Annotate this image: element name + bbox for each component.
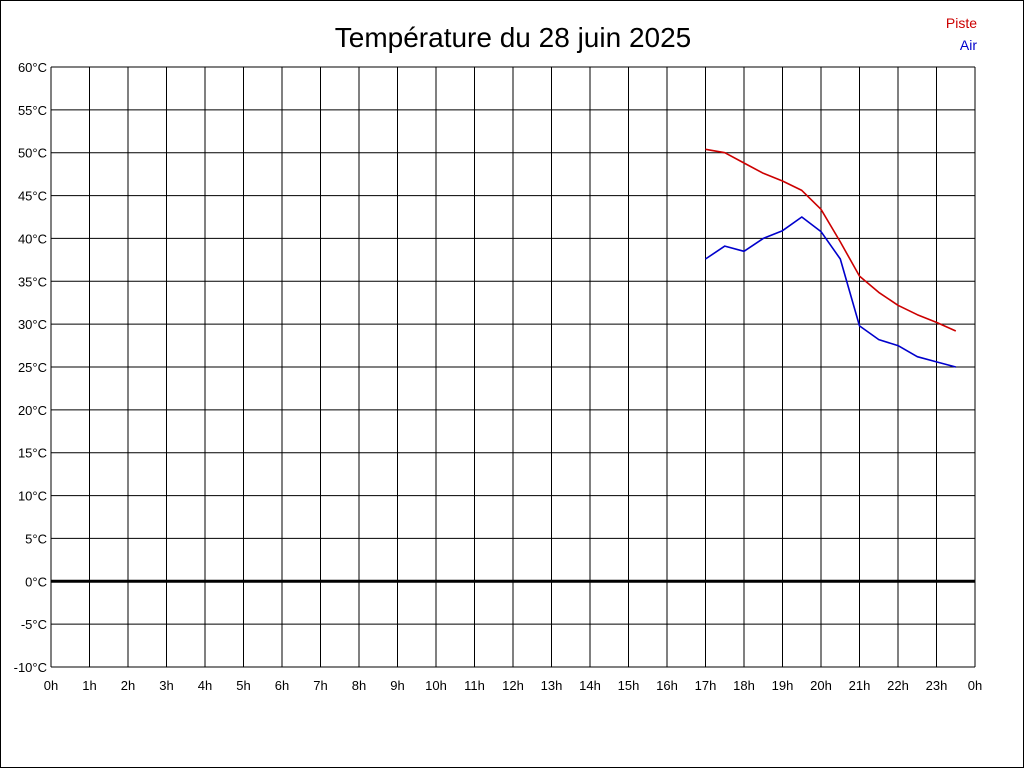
y-tick-label: 45°C bbox=[18, 189, 47, 204]
x-tick-label: 19h bbox=[772, 678, 794, 693]
x-tick-label: 21h bbox=[849, 678, 871, 693]
y-tick-label: 50°C bbox=[18, 146, 47, 161]
y-tick-label: -5°C bbox=[21, 617, 47, 632]
y-tick-label: 10°C bbox=[18, 489, 47, 504]
y-tick-label: 15°C bbox=[18, 446, 47, 461]
chart-title: Température du 28 juin 2025 bbox=[335, 22, 691, 53]
x-tick-label: 15h bbox=[618, 678, 640, 693]
x-tick-label: 0h bbox=[44, 678, 58, 693]
x-tick-label: 16h bbox=[656, 678, 678, 693]
x-tick-label: 6h bbox=[275, 678, 289, 693]
x-tick-label: 1h bbox=[82, 678, 96, 693]
series-line-piste bbox=[705, 148, 957, 332]
y-tick-label: 40°C bbox=[18, 231, 47, 246]
x-tick-label: 20h bbox=[810, 678, 832, 693]
x-tick-label: 11h bbox=[464, 678, 485, 693]
legend: Piste Air bbox=[946, 15, 977, 53]
x-axis-ticks: 0h 1h 2h 3h 4h 5h 6h 7h 8h 9h 10h 11h 12h 13h 14h 15h 16… bbox=[44, 678, 982, 693]
grid bbox=[50, 66, 976, 668]
y-tick-label: 25°C bbox=[18, 360, 47, 375]
y-tick-label: -10°C bbox=[14, 660, 47, 675]
x-tick-label: 18h bbox=[733, 678, 755, 693]
y-tick-label: 20°C bbox=[18, 403, 47, 418]
legend-entry-piste: Piste bbox=[946, 15, 977, 31]
x-tick-label: 12h bbox=[502, 678, 524, 693]
y-tick-label: 0°C bbox=[25, 574, 47, 589]
x-tick-label: 13h bbox=[541, 678, 563, 693]
y-axis-ticks: 60°C 55°C 50°C 45°C 40°C 35°C 30°C 25°C 20°C 15°C… bbox=[14, 60, 47, 675]
x-tick-label: 0h bbox=[968, 678, 982, 693]
x-tick-label: 10h bbox=[425, 678, 447, 693]
y-tick-label: 35°C bbox=[18, 274, 47, 289]
x-tick-label: 9h bbox=[390, 678, 404, 693]
x-tick-label: 2h bbox=[121, 678, 135, 693]
plot-series bbox=[705, 148, 957, 368]
x-tick-label: 4h bbox=[198, 678, 212, 693]
x-tick-label: 14h bbox=[579, 678, 601, 693]
x-tick-label: 23h bbox=[926, 678, 948, 693]
x-tick-label: 8h bbox=[352, 678, 366, 693]
y-tick-label: 5°C bbox=[25, 531, 47, 546]
x-tick-label: 5h bbox=[236, 678, 250, 693]
x-tick-label: 7h bbox=[313, 678, 327, 693]
y-tick-label: 55°C bbox=[18, 103, 47, 118]
x-tick-label: 3h bbox=[159, 678, 173, 693]
x-tick-label: 22h bbox=[887, 678, 909, 693]
y-tick-label: 30°C bbox=[18, 317, 47, 332]
y-tick-label: 60°C bbox=[18, 60, 47, 75]
x-tick-label: 17h bbox=[695, 678, 717, 693]
legend-entry-air: Air bbox=[960, 37, 977, 53]
series-line-air bbox=[705, 216, 957, 368]
